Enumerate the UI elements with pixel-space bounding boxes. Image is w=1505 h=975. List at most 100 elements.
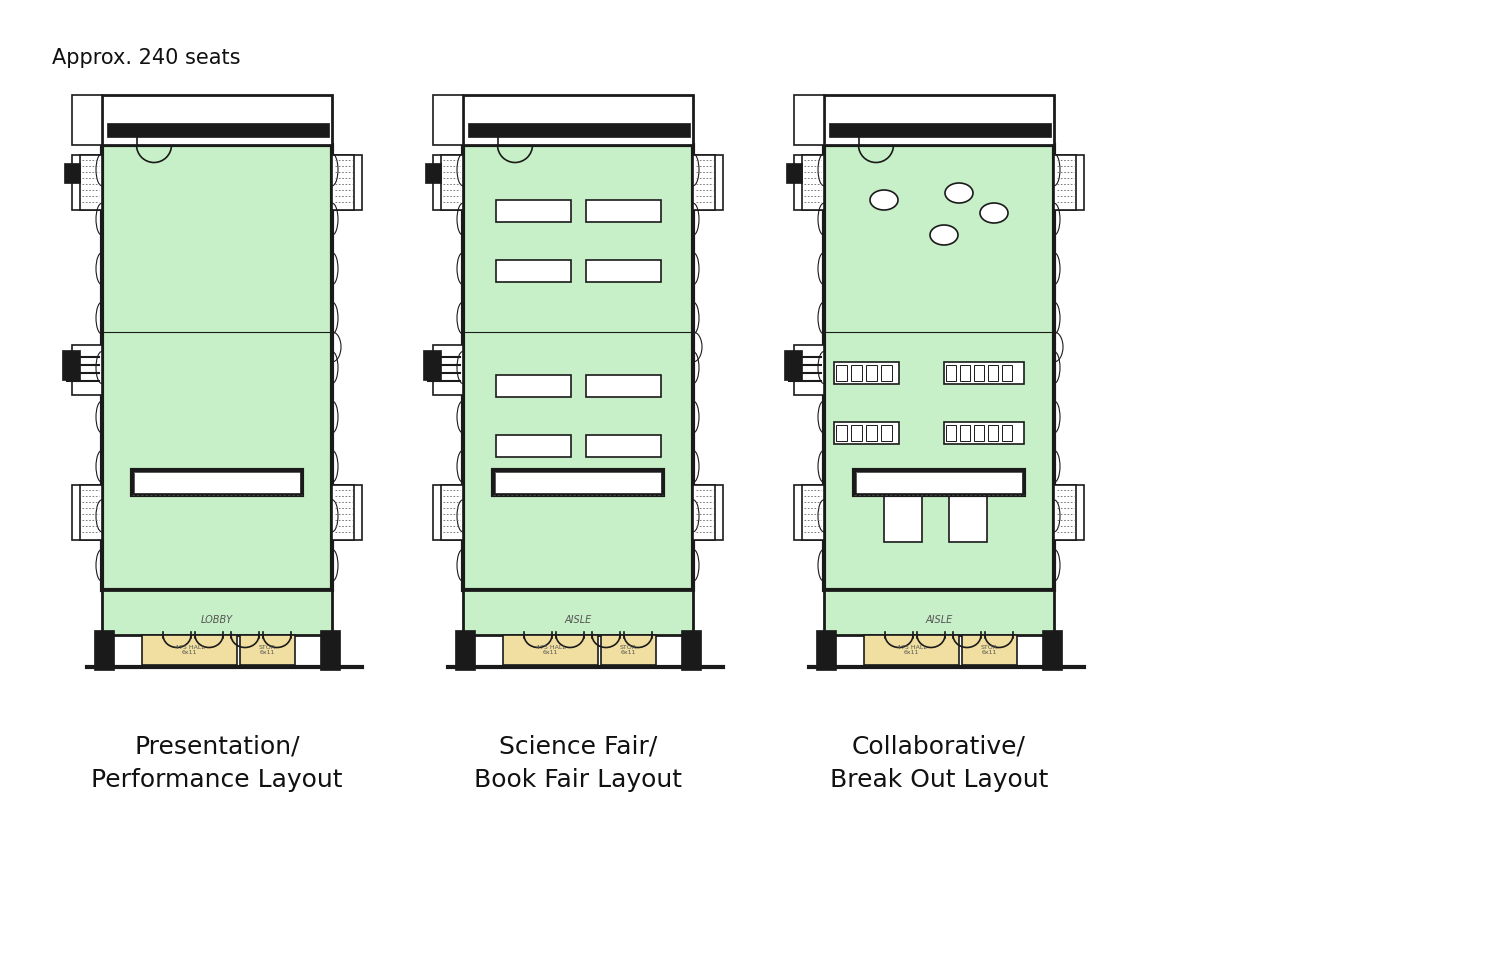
Bar — [680, 630, 701, 670]
Text: Break Out Layout: Break Out Layout — [829, 768, 1047, 792]
Bar — [962, 635, 1017, 665]
Bar — [880, 365, 892, 381]
Text: Collaborative/: Collaborative/ — [852, 735, 1026, 759]
Bar — [835, 425, 847, 441]
Bar — [1054, 155, 1076, 210]
Bar — [850, 365, 862, 381]
Bar — [960, 365, 971, 381]
Bar — [433, 155, 464, 210]
Bar — [987, 425, 998, 441]
Bar — [883, 492, 923, 542]
Text: Science Fair/: Science Fair/ — [498, 735, 658, 759]
Bar — [503, 635, 597, 665]
Bar — [829, 123, 1050, 137]
Bar — [692, 485, 722, 540]
Text: 475 HALL
6x11: 475 HALL 6x11 — [175, 644, 205, 655]
Bar — [72, 95, 102, 145]
Bar — [825, 145, 1054, 590]
Bar — [944, 362, 1023, 384]
Bar — [495, 375, 570, 397]
Bar — [692, 155, 715, 210]
Text: Approx. 240 seats: Approx. 240 seats — [53, 48, 241, 68]
Bar — [495, 435, 570, 457]
Bar — [102, 590, 333, 635]
Bar — [441, 155, 464, 210]
Bar — [72, 485, 102, 540]
Bar — [433, 485, 464, 540]
Bar — [333, 155, 354, 210]
Bar — [333, 485, 363, 540]
Bar — [495, 260, 570, 282]
Text: LOBBY: LOBBY — [202, 615, 233, 625]
Bar — [850, 425, 862, 441]
Bar — [455, 630, 476, 670]
Bar — [72, 345, 102, 395]
Bar — [585, 200, 661, 222]
Bar — [987, 365, 998, 381]
Bar — [1054, 485, 1076, 540]
Bar — [93, 630, 114, 670]
Bar — [834, 422, 898, 444]
Text: 475 HALL
6x11: 475 HALL 6x11 — [897, 644, 927, 655]
Bar — [494, 470, 664, 495]
Bar — [816, 630, 835, 670]
Bar — [468, 123, 689, 137]
Text: 475 HALL
6x11: 475 HALL 6x11 — [536, 644, 566, 655]
Bar — [433, 95, 464, 145]
Text: STOR
6x11: STOR 6x11 — [620, 644, 637, 655]
Bar — [692, 155, 722, 210]
Bar — [423, 350, 441, 380]
Text: Book Fair Layout: Book Fair Layout — [474, 768, 682, 792]
Text: Presentation/: Presentation/ — [134, 735, 299, 759]
Bar — [856, 472, 1022, 493]
Ellipse shape — [980, 203, 1008, 223]
Bar — [835, 365, 847, 381]
Bar — [585, 260, 661, 282]
Bar — [441, 485, 464, 540]
Bar — [72, 155, 102, 210]
Bar — [880, 425, 892, 441]
Bar — [134, 472, 299, 493]
Bar — [1054, 155, 1084, 210]
Bar — [107, 123, 330, 137]
Bar — [950, 492, 987, 542]
Bar — [65, 163, 80, 183]
Bar — [1054, 485, 1084, 540]
Bar — [1002, 425, 1011, 441]
Bar — [960, 425, 971, 441]
Bar — [853, 470, 1023, 495]
Bar — [825, 95, 1054, 145]
Bar — [864, 635, 959, 665]
Bar — [834, 362, 898, 384]
Bar — [141, 635, 236, 665]
Bar — [1002, 365, 1011, 381]
Bar — [333, 155, 363, 210]
Bar — [795, 95, 825, 145]
Bar — [795, 485, 825, 540]
Bar — [464, 95, 692, 145]
Bar — [600, 635, 656, 665]
Ellipse shape — [930, 225, 959, 245]
Bar — [464, 590, 692, 635]
Bar — [464, 145, 692, 590]
Bar — [947, 365, 956, 381]
Bar — [102, 145, 333, 590]
Ellipse shape — [945, 183, 974, 203]
Bar — [321, 630, 340, 670]
Bar — [802, 155, 825, 210]
Bar — [795, 345, 825, 395]
Bar — [80, 485, 102, 540]
Ellipse shape — [870, 190, 898, 210]
Bar — [585, 435, 661, 457]
Bar — [944, 422, 1023, 444]
Bar — [132, 470, 303, 495]
Text: STOR
6x11: STOR 6x11 — [259, 644, 275, 655]
Bar — [865, 365, 877, 381]
Bar — [239, 635, 295, 665]
Text: Performance Layout: Performance Layout — [92, 768, 343, 792]
Text: STOR
6x11: STOR 6x11 — [981, 644, 998, 655]
Bar — [102, 95, 333, 145]
Bar — [333, 485, 354, 540]
Bar — [433, 345, 464, 395]
Bar — [795, 155, 825, 210]
